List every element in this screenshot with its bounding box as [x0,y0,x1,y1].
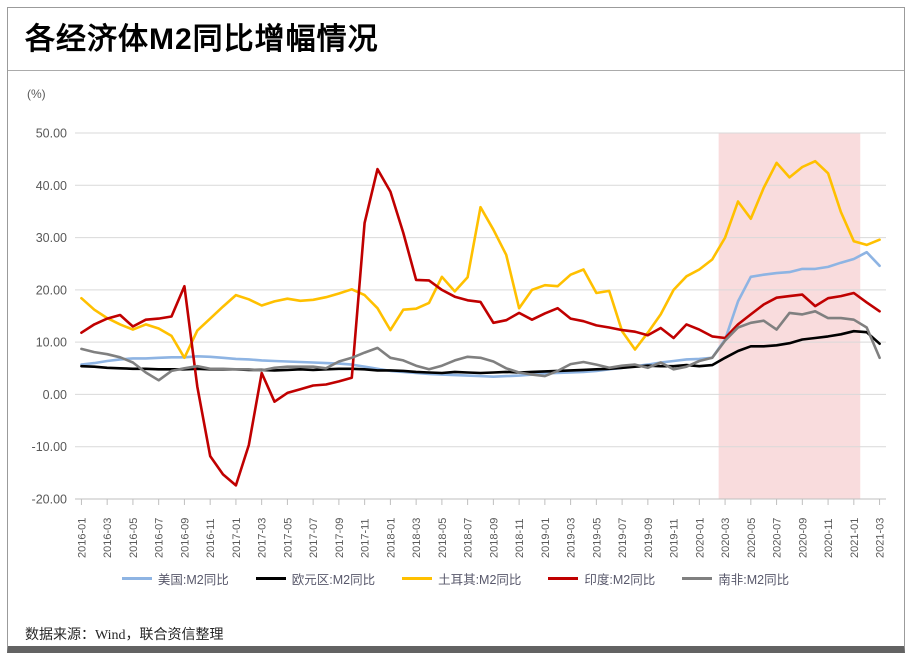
x-axis-tick-label: 2018-09 [488,518,500,558]
legend-label: 南非:M2同比 [718,573,790,587]
y-axis-tick-label: -10.00 [32,440,67,454]
chart-frame [7,7,905,653]
x-axis-tick-label: 2019-03 [566,518,578,558]
chart-legend: 美国:M2同比 欧元区:M2同比 土耳其:M2同比 印度:M2同比 南非:M2同… [0,569,911,588]
x-axis-tick-label: 2020-07 [772,518,784,558]
legend-label: 印度:M2同比 [584,573,656,587]
x-axis-tick-label: 2021-03 [875,518,887,558]
legend-line-sample [121,577,152,580]
x-axis-tick-label: 2017-07 [308,518,320,558]
x-axis-tick-label: 2018-03 [411,518,423,558]
x-axis-tick-label: 2019-09 [643,518,655,558]
x-axis-tick-label: 2021-01 [849,518,861,558]
x-axis-tick-label: 2017-01 [231,518,243,558]
page-title: 各经济体M2同比增幅情况 [25,23,379,56]
y-axis-tick-label: 20.00 [36,283,67,297]
y-axis-tick-label: 50.00 [36,127,67,141]
legend-item: 欧元区:M2同比 [255,569,376,588]
legend-item: 美国:M2同比 [121,569,229,588]
title-divider [8,70,904,71]
x-axis-tick-label: 2016-01 [76,518,88,558]
legend-line-sample [548,577,579,580]
x-axis-tick-label: 2020-03 [720,518,732,558]
x-axis-tick-label: 2016-07 [154,518,166,558]
series-line-印度 [80,167,881,487]
series-line-土耳其 [80,159,881,360]
x-axis-tick-label: 2017-03 [257,518,269,558]
x-axis-tick-label: 2016-11 [205,518,217,558]
x-axis-tick-label: 2018-07 [463,518,475,558]
series-line-美国 [80,250,881,379]
legend-item: 印度:M2同比 [548,569,655,588]
data-source-note: 数据来源：Wind，联合资信整理 [25,628,224,643]
y-axis-tick-label: 40.00 [36,179,67,193]
legend-item: 南非:M2同比 [682,569,789,588]
y-axis-tick-label: 10.00 [36,336,67,350]
x-axis-tick-label: 2020-11 [823,518,835,558]
x-axis-tick-label: 2020-01 [694,518,706,558]
legend-line-sample [682,577,713,580]
x-axis-tick-label: 2019-07 [617,518,629,558]
x-axis-tick-label: 2017-11 [360,518,372,558]
x-axis-tick-label: 2019-01 [540,518,552,558]
x-axis-tick-label: 2016-03 [102,518,114,558]
legend-label: 美国:M2同比 [157,573,229,587]
y-axis-tick-label: 0.00 [43,388,67,402]
y-axis-unit-label: (%) [27,87,46,101]
x-axis-tick-label: 2018-01 [385,518,397,558]
x-axis-tick-label: 2018-05 [437,518,449,558]
x-axis-tick-label: 2018-11 [514,518,526,558]
x-axis-tick-label: 2019-05 [591,518,603,558]
x-axis-tick-label: 2019-11 [669,518,681,558]
legend-line-sample [255,577,286,580]
x-axis-tick-label: 2016-05 [128,518,140,558]
x-axis-tick-label: 2020-09 [797,518,809,558]
x-axis-tick-label: 2017-09 [334,518,346,558]
legend-label: 欧元区:M2同比 [291,573,376,587]
legend-label: 土耳其:M2同比 [438,573,522,587]
x-axis-tick-label: 2017-05 [282,518,294,558]
legend-line-sample [402,577,433,580]
x-axis-tick-label: 2016-09 [179,518,191,558]
highlight-band-2020 [718,133,861,499]
legend-item: 土耳其:M2同比 [402,569,521,588]
y-axis-tick-label: -20.00 [32,493,67,507]
y-axis-tick-label: 30.00 [36,231,67,245]
series-line-南非 [80,309,881,382]
x-axis-tick-label: 2020-05 [746,518,758,558]
